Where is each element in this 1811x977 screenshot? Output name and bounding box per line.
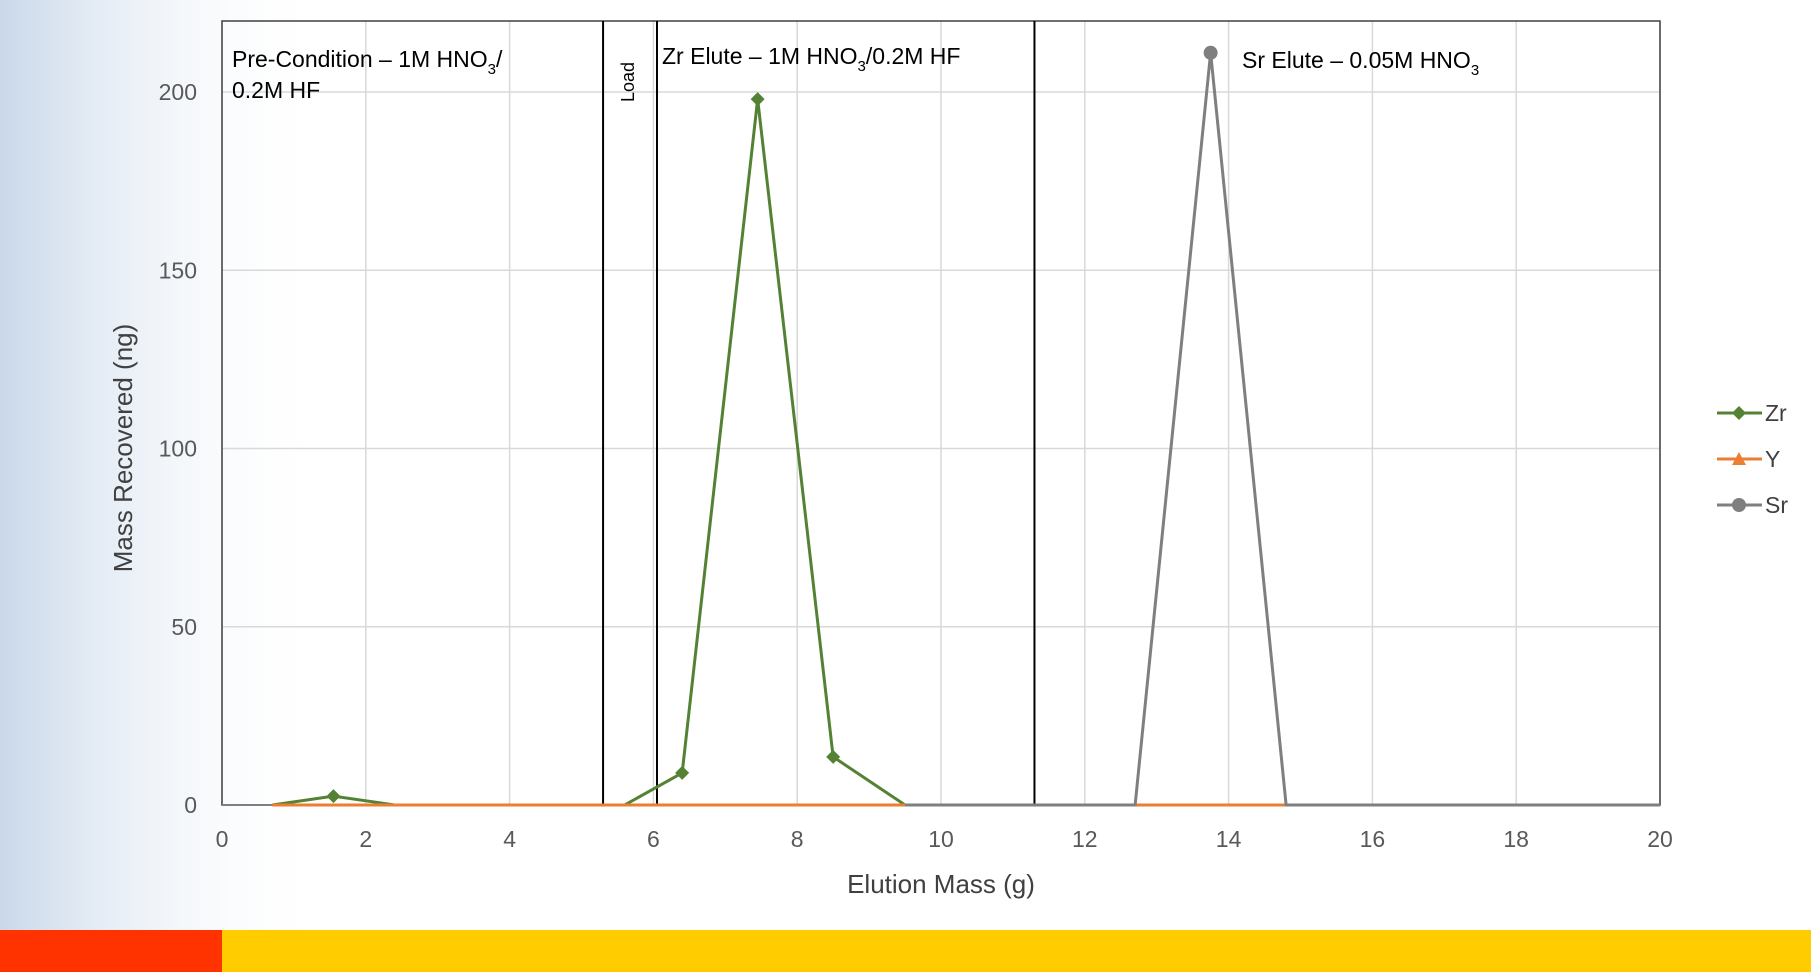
marker xyxy=(1204,46,1218,60)
x-axis-label: Elution Mass (g) xyxy=(847,869,1035,899)
footer-yellow xyxy=(222,930,1811,972)
y-tick-label: 200 xyxy=(159,79,197,105)
legend-label: Zr xyxy=(1765,400,1787,426)
annotation: 0.2M HF xyxy=(232,77,320,103)
y-tick-label: 150 xyxy=(159,257,197,283)
x-tick-label: 4 xyxy=(503,826,516,852)
y-axis-label: Mass Recovered (ng) xyxy=(108,324,138,573)
chart: 05010015020002468101214161820 Pre-Condit… xyxy=(0,0,1811,972)
y-tick-label: 0 xyxy=(184,792,197,818)
x-tick-label: 20 xyxy=(1647,826,1673,852)
footer-red xyxy=(0,930,222,972)
y-tick-label: 100 xyxy=(159,436,197,462)
y-tick-label: 50 xyxy=(171,614,197,640)
x-tick-label: 10 xyxy=(928,826,954,852)
marker xyxy=(1732,498,1746,512)
x-tick-label: 0 xyxy=(216,826,229,852)
x-tick-label: 14 xyxy=(1216,826,1242,852)
x-tick-label: 2 xyxy=(359,826,372,852)
legend-label: Sr xyxy=(1765,492,1788,518)
annotation: Load xyxy=(618,62,638,102)
x-tick-label: 16 xyxy=(1360,826,1386,852)
background-map xyxy=(0,0,330,930)
legend-label: Y xyxy=(1765,446,1780,472)
x-tick-label: 8 xyxy=(791,826,804,852)
x-tick-label: 18 xyxy=(1503,826,1529,852)
x-tick-label: 12 xyxy=(1072,826,1098,852)
x-tick-label: 6 xyxy=(647,826,660,852)
